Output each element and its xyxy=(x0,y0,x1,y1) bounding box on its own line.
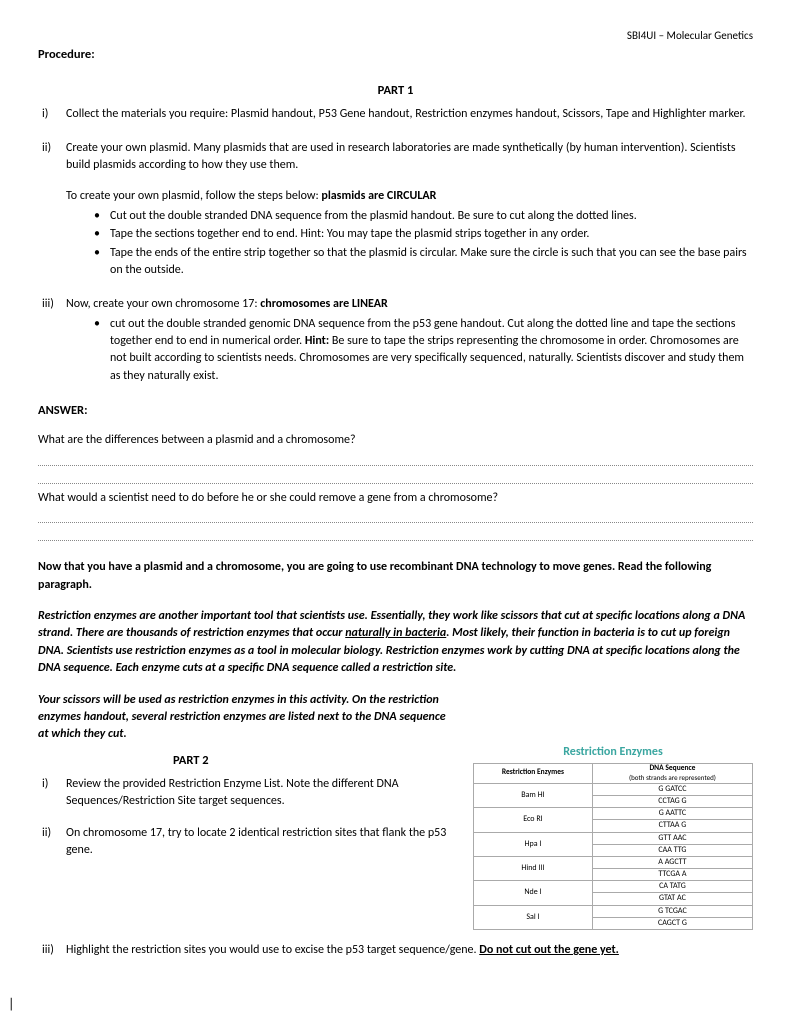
cell-seq: CA TATG xyxy=(592,881,752,893)
item-text: Now, create your own chromosome 17: chro… xyxy=(66,296,753,313)
bullet: cut out the double stranded genomic DNA … xyxy=(94,316,753,386)
part2-right-placeholder xyxy=(473,692,753,710)
bullet: Tape the sections together end to end. H… xyxy=(94,226,753,243)
scissors-para: Your scissors will be used as restrictio… xyxy=(38,692,457,744)
enzyme-table-wrap: Restriction Enzymes Restriction Enzymes … xyxy=(473,744,753,930)
cell-seq: CAGCT G xyxy=(592,917,752,929)
item-body: Review the provided Restriction Enzyme L… xyxy=(66,776,457,811)
cell-seq: TTCGA A xyxy=(592,869,752,881)
table-row: Hind IIIA AGCTT xyxy=(474,856,753,868)
item-body: Collect the materials you require: Plasm… xyxy=(66,106,753,123)
item-body: Highlight the restriction sites you woul… xyxy=(66,942,619,959)
text-a: Now, create your own chromosome 17: xyxy=(66,297,260,311)
part1-list: i) Collect the materials you require: Pl… xyxy=(38,106,753,386)
restriction-para: Restriction enzymes are another importan… xyxy=(38,608,753,678)
item-number: i) xyxy=(38,776,66,811)
intro-bold: plasmids are CIRCULAR xyxy=(321,189,436,203)
th-enzyme: Restriction Enzymes xyxy=(474,764,593,784)
procedure-heading: Procedure: xyxy=(38,46,753,64)
part2-left-col: PART 2 i) Review the provided Restrictio… xyxy=(38,744,457,874)
cell-name: Nde I xyxy=(474,881,593,905)
answer-line xyxy=(38,470,753,484)
part1-item-i: i) Collect the materials you require: Pl… xyxy=(38,106,753,123)
cell-seq: GTT AAC xyxy=(592,832,752,844)
item-number: ii) xyxy=(38,140,66,281)
part1-item-iii: iii) Now, create your own chromosome 17:… xyxy=(38,296,753,386)
item-number: ii) xyxy=(38,825,66,860)
answer-line xyxy=(38,509,753,523)
sub-intro: To create your own plasmid, follow the s… xyxy=(66,188,753,205)
cell-name: Bam HI xyxy=(474,783,593,807)
bridge-paragraph: Now that you have a plasmid and a chromo… xyxy=(38,559,753,594)
answer-line xyxy=(38,527,753,541)
restriction-enzyme-table: Restriction Enzymes DNA Sequence (both s… xyxy=(473,763,753,930)
bullets-iii: cut out the double stranded genomic DNA … xyxy=(66,316,753,386)
part2-split: Your scissors will be used as restrictio… xyxy=(38,692,753,744)
table-header-row: Restriction Enzymes DNA Sequence (both s… xyxy=(474,764,753,784)
part1-title: PART 1 xyxy=(38,82,753,100)
item-number: iii) xyxy=(38,942,66,959)
part2-left: Your scissors will be used as restrictio… xyxy=(38,692,457,744)
cell-seq: G AATTC xyxy=(592,808,752,820)
intro-text: To create your own plasmid, follow the s… xyxy=(66,189,321,203)
bullet: Cut out the double stranded DNA sequence… xyxy=(94,208,753,225)
course-header: SBI4UI – Molecular Genetics xyxy=(38,28,753,44)
answer-line xyxy=(38,452,753,466)
cell-seq: A AGCTT xyxy=(592,856,752,868)
answer-heading: ANSWER: xyxy=(38,402,753,420)
item-body: Create your own plasmid. Many plasmids t… xyxy=(66,140,753,281)
iii-text-a: Highlight the restriction sites you woul… xyxy=(66,943,479,957)
th-seq: DNA Sequence (both strands are represent… xyxy=(592,764,752,784)
cell-name: Hpa I xyxy=(474,832,593,856)
part2-body: PART 2 i) Review the provided Restrictio… xyxy=(38,744,753,930)
cell-seq: G GATCC xyxy=(592,783,752,795)
cell-name: Eco RI xyxy=(474,808,593,832)
cell-seq: CAA TTG xyxy=(592,844,752,856)
cell-name: Sal I xyxy=(474,905,593,929)
item-number: i) xyxy=(38,106,66,123)
part2-title: PART 2 xyxy=(38,752,457,770)
item-text: Create your own plasmid. Many plasmids t… xyxy=(66,140,753,175)
table-row: Hpa IGTT AAC xyxy=(474,832,753,844)
question-2: What would a scientist need to do before… xyxy=(38,490,753,507)
table-title: Restriction Enzymes xyxy=(473,744,753,761)
part2-list: i) Review the provided Restriction Enzym… xyxy=(38,776,457,860)
part2-item-i: i) Review the provided Restriction Enzym… xyxy=(38,776,457,811)
table-row: Bam HIG GATCC xyxy=(474,783,753,795)
bullets-ii: Cut out the double stranded DNA sequence… xyxy=(66,208,753,280)
cell-seq: CCTAG G xyxy=(592,795,752,807)
table-row: Sal IG TCGAC xyxy=(474,905,753,917)
th-seq-sub: (both strands are represented) xyxy=(597,774,748,782)
part2-item-ii: ii) On chromosome 17, try to locate 2 id… xyxy=(38,825,457,860)
item-number: iii) xyxy=(38,296,66,386)
text-cursor: | xyxy=(8,994,14,1014)
question-1: What are the differences between a plasm… xyxy=(38,432,753,449)
bullet-hint: Hint: xyxy=(305,334,329,348)
cell-seq: G TCGAC xyxy=(592,905,752,917)
text-b: chromosomes are LINEAR xyxy=(260,297,388,311)
cell-seq: GTAT AC xyxy=(592,893,752,905)
iii-text-b: Do not cut out the gene yet. xyxy=(479,943,619,957)
table-row: Eco RIG AATTC xyxy=(474,808,753,820)
item-body: Now, create your own chromosome 17: chro… xyxy=(66,296,753,386)
cell-seq: CTTAA G xyxy=(592,820,752,832)
part2-item-iii: iii) Highlight the restriction sites you… xyxy=(38,942,753,959)
part1-item-ii: ii) Create your own plasmid. Many plasmi… xyxy=(38,140,753,281)
bullet: Tape the ends of the entire strip togeth… xyxy=(94,245,753,280)
cell-name: Hind III xyxy=(474,856,593,880)
item-body: On chromosome 17, try to locate 2 identi… xyxy=(66,825,457,860)
table-row: Nde ICA TATG xyxy=(474,881,753,893)
para-underline: naturally in bacteria xyxy=(345,626,446,640)
